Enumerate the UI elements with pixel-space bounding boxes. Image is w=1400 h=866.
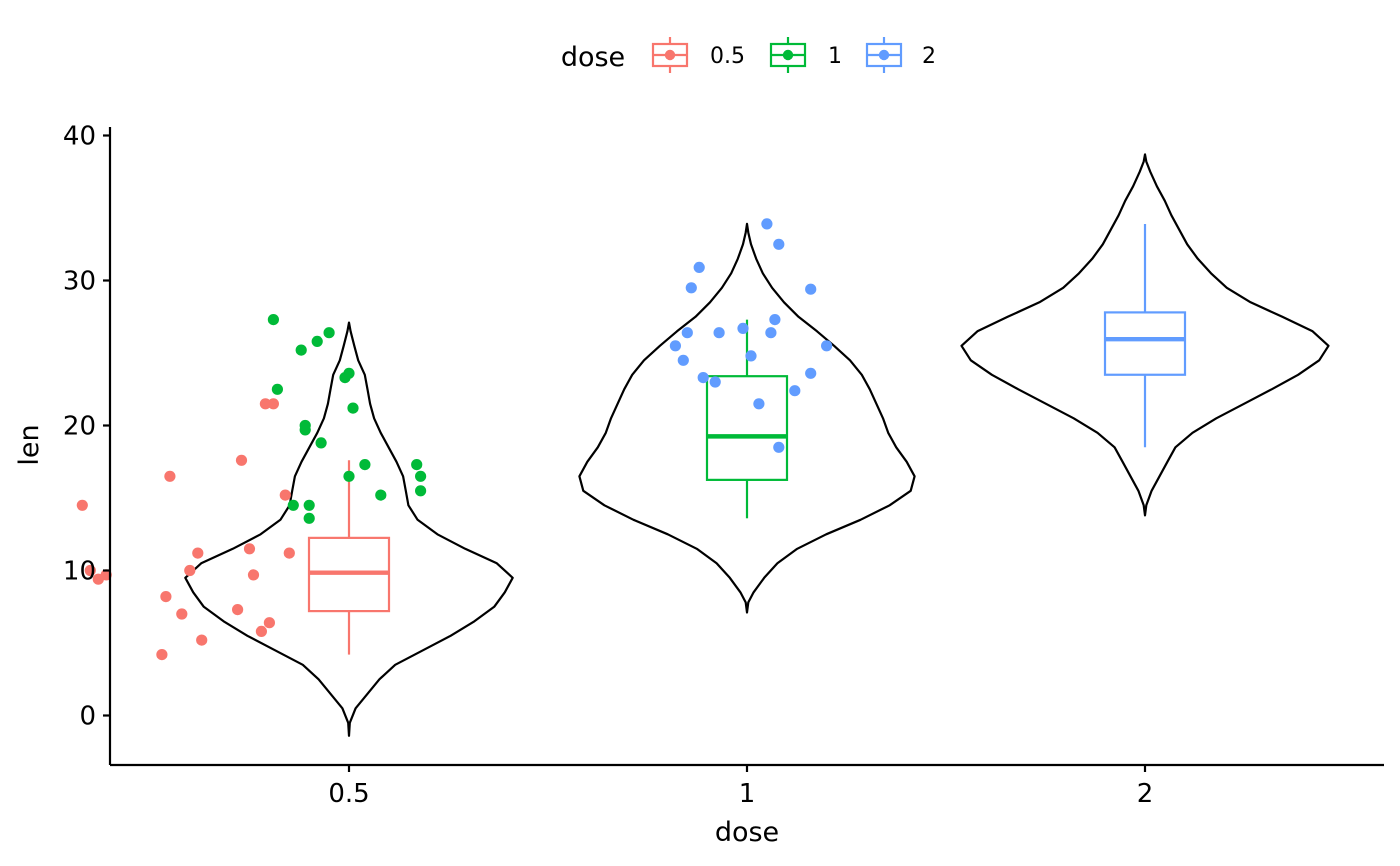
data-point — [279, 489, 291, 501]
data-point — [160, 591, 172, 603]
legend-key-2 — [865, 37, 903, 73]
data-point — [677, 354, 689, 366]
y-tick-label: 40 — [63, 122, 96, 152]
data-point — [311, 335, 323, 347]
data-point — [303, 512, 315, 524]
legend-key-1 — [769, 37, 807, 73]
data-point — [283, 547, 295, 559]
y-ticks: 0 10 20 30 40 — [63, 122, 110, 732]
data-point — [761, 218, 773, 230]
y-tick-label: 0 — [79, 702, 96, 732]
y-tick-label: 30 — [63, 267, 96, 297]
data-point — [295, 344, 307, 356]
data-point — [92, 573, 104, 585]
data-point — [156, 649, 168, 661]
axes: 0 10 20 30 40 0.5 1 2 dose len — [14, 122, 1384, 848]
data-point — [243, 543, 256, 555]
data-point — [713, 327, 725, 339]
data-point — [805, 283, 817, 295]
jitter-points-layer — [76, 218, 833, 661]
data-point — [753, 398, 765, 410]
data-point — [184, 564, 196, 577]
legend-label: 1 — [828, 44, 842, 69]
data-point — [347, 402, 359, 414]
data-point — [267, 314, 279, 326]
data-point — [375, 489, 387, 501]
data-point — [232, 604, 244, 616]
data-point — [235, 454, 248, 466]
violin-0.5 — [184, 321, 514, 737]
x-tick-label: 2 — [1137, 779, 1154, 809]
x-ticks: 0.5 1 2 — [328, 765, 1153, 809]
legend: dose 0.5 1 2 — [561, 37, 936, 73]
data-point — [196, 634, 208, 646]
violin-1 — [578, 222, 916, 614]
data-point — [76, 499, 88, 511]
data-point — [299, 424, 311, 436]
data-point — [164, 470, 176, 482]
x-tick-label: 0.5 — [328, 779, 369, 809]
data-point — [303, 499, 315, 511]
data-point — [176, 608, 188, 620]
data-point — [745, 350, 757, 362]
data-point — [415, 470, 427, 482]
data-point — [769, 314, 781, 326]
data-point — [323, 327, 335, 339]
data-point — [263, 617, 275, 629]
legend-key-0.5 — [651, 37, 689, 73]
violin-2 — [960, 153, 1330, 517]
data-point — [737, 322, 749, 334]
box-2 — [1103, 311, 1187, 376]
data-point — [709, 376, 721, 388]
data-point — [789, 385, 801, 397]
data-point — [315, 437, 327, 449]
data-point — [697, 372, 709, 384]
y-axis-title: len — [14, 424, 45, 465]
data-point — [339, 372, 351, 384]
x-axis-title: dose — [715, 817, 779, 848]
data-point — [805, 367, 817, 379]
violins-layer — [184, 153, 1330, 737]
data-point — [773, 441, 785, 453]
data-point — [415, 485, 427, 497]
data-point — [411, 459, 423, 471]
data-point — [821, 340, 833, 352]
data-point — [271, 383, 283, 395]
data-point — [669, 340, 682, 352]
data-point — [765, 327, 777, 339]
box-1 — [705, 375, 789, 481]
data-point — [343, 470, 355, 482]
data-point — [267, 398, 279, 410]
data-point — [359, 459, 371, 471]
data-point — [255, 625, 267, 638]
boxplots-layer — [307, 223, 1187, 655]
data-point — [247, 569, 260, 581]
data-point — [192, 547, 204, 559]
data-point — [693, 261, 705, 273]
y-tick-label: 10 — [63, 557, 96, 587]
data-point — [773, 238, 785, 250]
legend-label: 0.5 — [710, 44, 745, 69]
data-point — [681, 327, 693, 339]
data-point — [259, 398, 271, 410]
x-tick-label: 1 — [739, 779, 756, 809]
legend-label: 2 — [922, 44, 936, 69]
y-tick-label: 20 — [63, 412, 96, 442]
legend-title: dose — [561, 42, 625, 73]
data-point — [287, 499, 299, 511]
data-point — [84, 564, 96, 577]
data-point — [685, 282, 697, 294]
